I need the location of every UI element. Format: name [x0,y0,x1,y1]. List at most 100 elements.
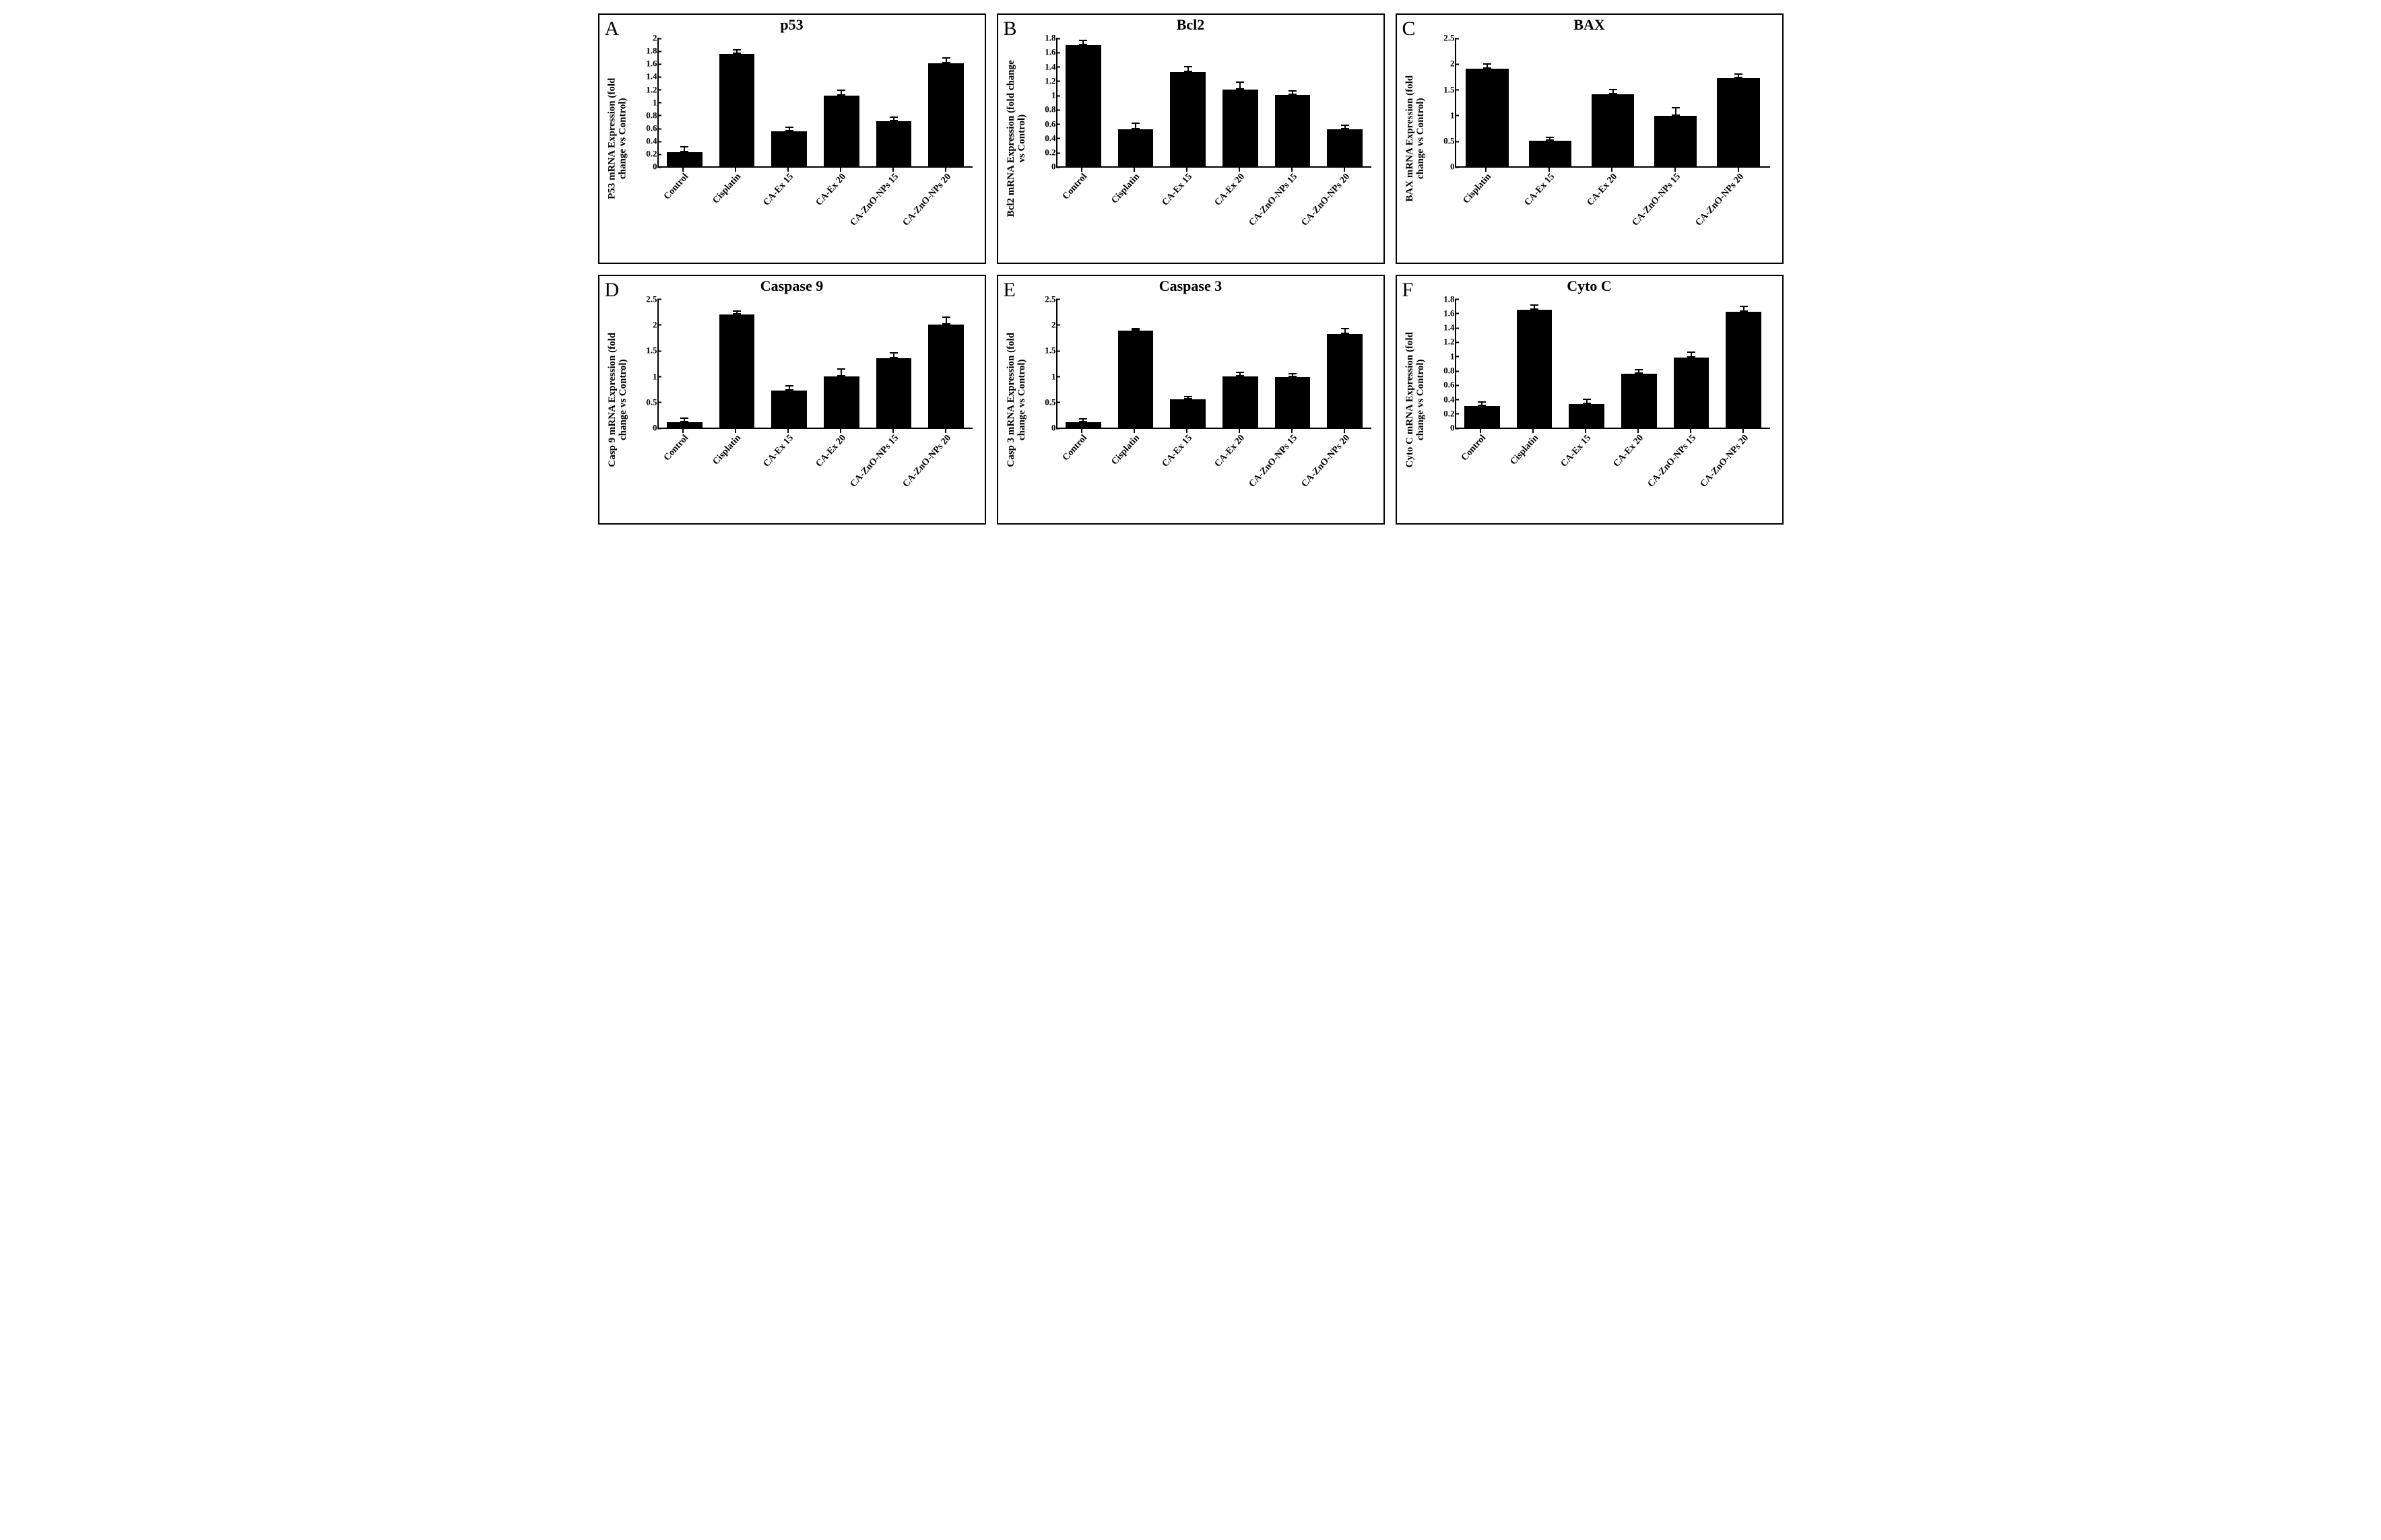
bar [1222,90,1258,167]
x-tick-label: CA-Ex 15 [762,433,796,469]
y-tick: 1.8 [628,46,657,55]
panel-title: Caspase 9 [599,277,985,295]
error-bar [1292,90,1293,95]
axes: 00.20.40.60.811.21.41.61.82 [657,38,973,168]
bar [824,376,859,428]
y-tick: 0.4 [1026,133,1056,142]
error-bar [1612,89,1614,94]
error-bar [1187,66,1189,73]
y-tick: 2 [1026,320,1056,329]
bar [771,131,807,167]
error-bar [946,57,947,64]
y-tick: 1.5 [1425,85,1455,94]
bar [1726,312,1761,428]
x-tick-label: CA-Ex 20 [1586,172,1620,208]
bar [1327,334,1363,428]
bar [1275,377,1311,428]
y-tick: 1 [628,98,657,106]
y-tick: 1 [1026,372,1056,380]
panel-letter: D [605,279,620,302]
x-tick-label: Cisplatin [711,172,744,206]
bar [928,325,964,428]
x-tick-label: CA-Ex 15 [1559,433,1594,469]
x-tick-label: CA-Ex 20 [1213,433,1247,469]
panel-A: Ap53P53 mRNA Expression (foldchange vs C… [598,13,986,264]
y-tick: 1 [1026,91,1056,100]
x-tick-label: Cisplatin [1462,172,1494,206]
bar [667,152,703,166]
panel-B: BBcl2Bcl2 mRNA Expression (fold changevs… [997,13,1385,264]
panel-letter: C [1402,18,1416,40]
bar [1674,358,1709,428]
y-tick: 0.2 [628,149,657,158]
error-bar [1481,401,1482,406]
y-tick: 1.8 [1425,294,1455,303]
x-tick-label: CA-Ex 15 [762,172,796,208]
y-tick: 0.8 [1425,366,1455,375]
y-tick: 0.6 [1026,119,1056,128]
bar [1569,404,1604,428]
error-bar [1487,63,1488,69]
y-tick: 1 [1425,351,1455,360]
bar [1275,95,1311,166]
error-bar [893,352,894,358]
y-tick: 0 [1425,162,1455,171]
axes: 00.511.522.5 [1056,299,1371,429]
y-tick: 2 [1425,59,1455,68]
x-tick-label: Cisplatin [1509,433,1541,467]
x-tick-label: Control [1061,433,1090,463]
y-tick: 1.6 [1425,308,1455,317]
error-bar [789,127,790,131]
x-tick-label: CA-Ex 20 [1612,433,1646,469]
axes: 00.511.522.5 [1455,38,1770,168]
panel-title: BAX [1397,16,1782,34]
panel-letter: B [1004,18,1017,40]
y-tick: 1.8 [1026,34,1056,42]
bar [1327,129,1363,166]
error-bar [1344,328,1346,333]
y-axis-label: P53 mRNA Expression (foldchange vs Contr… [608,78,629,199]
x-tick-label: Control [1061,172,1090,202]
bar [719,314,755,428]
panel-F: FCyto CCyto C mRNA Expression (foldchang… [1396,275,1784,525]
plot-area: 00.20.40.60.811.21.41.61.8ControlCisplat… [1056,38,1371,263]
panel-title: Cyto C [1397,277,1782,295]
bar [824,96,859,166]
y-tick: 1.2 [628,85,657,94]
bar [719,54,755,167]
y-tick: 0.2 [1425,409,1455,417]
y-tick: 0.4 [628,137,657,145]
y-tick: 1.6 [628,59,657,68]
error-bar [1638,369,1639,374]
bar [1066,45,1101,167]
x-tick-label: Control [1460,433,1489,463]
error-bar [893,116,894,122]
plot-area: 00.20.40.60.811.21.41.61.8ControlCisplat… [1455,299,1770,524]
y-tick: 0.2 [1026,148,1056,157]
bar [1118,331,1154,428]
y-tick: 0 [628,162,657,171]
y-tick: 1 [628,372,657,380]
plot-area: 00.511.522.5ControlCisplatinCA-Ex 15CA-E… [1056,299,1371,524]
y-tick: 1.5 [1026,346,1056,355]
y-tick: 0.8 [1026,105,1056,114]
y-tick: 0.6 [628,124,657,133]
error-bar [1135,123,1136,130]
bar [1466,69,1508,167]
panel-D: DCaspase 9Casp 9 mRNA Expression (foldch… [598,275,986,525]
plot-area: 00.511.522.5ControlCisplatinCA-Ex 15CA-E… [657,299,973,524]
panel-letter: E [1004,279,1016,302]
bar [1592,94,1634,166]
y-tick: 0.8 [628,110,657,119]
error-bar [1691,351,1692,358]
panel-title: p53 [599,16,985,34]
y-tick: 0.5 [628,397,657,406]
x-tick-label: Control [662,172,691,202]
plot-area: 00.511.522.5CisplatinCA-Ex 15CA-Ex 20CA-… [1455,38,1770,263]
y-axis-label: Cyto C mRNA Expression (foldchange vs Co… [1405,332,1427,467]
panel-E: ECaspase 3 Casp 3 mRNA Expression (foldch… [997,275,1385,525]
panel-C: CBAX BAX mRNA Expression (foldchange vs C… [1396,13,1784,264]
y-axis-label: Casp 3 mRNA Expression (foldchange vs Co… [1006,333,1028,467]
panel-title: Caspase 3 [998,277,1383,295]
y-axis-label: BAX mRNA Expression (foldchange vs Contr… [1405,75,1427,202]
